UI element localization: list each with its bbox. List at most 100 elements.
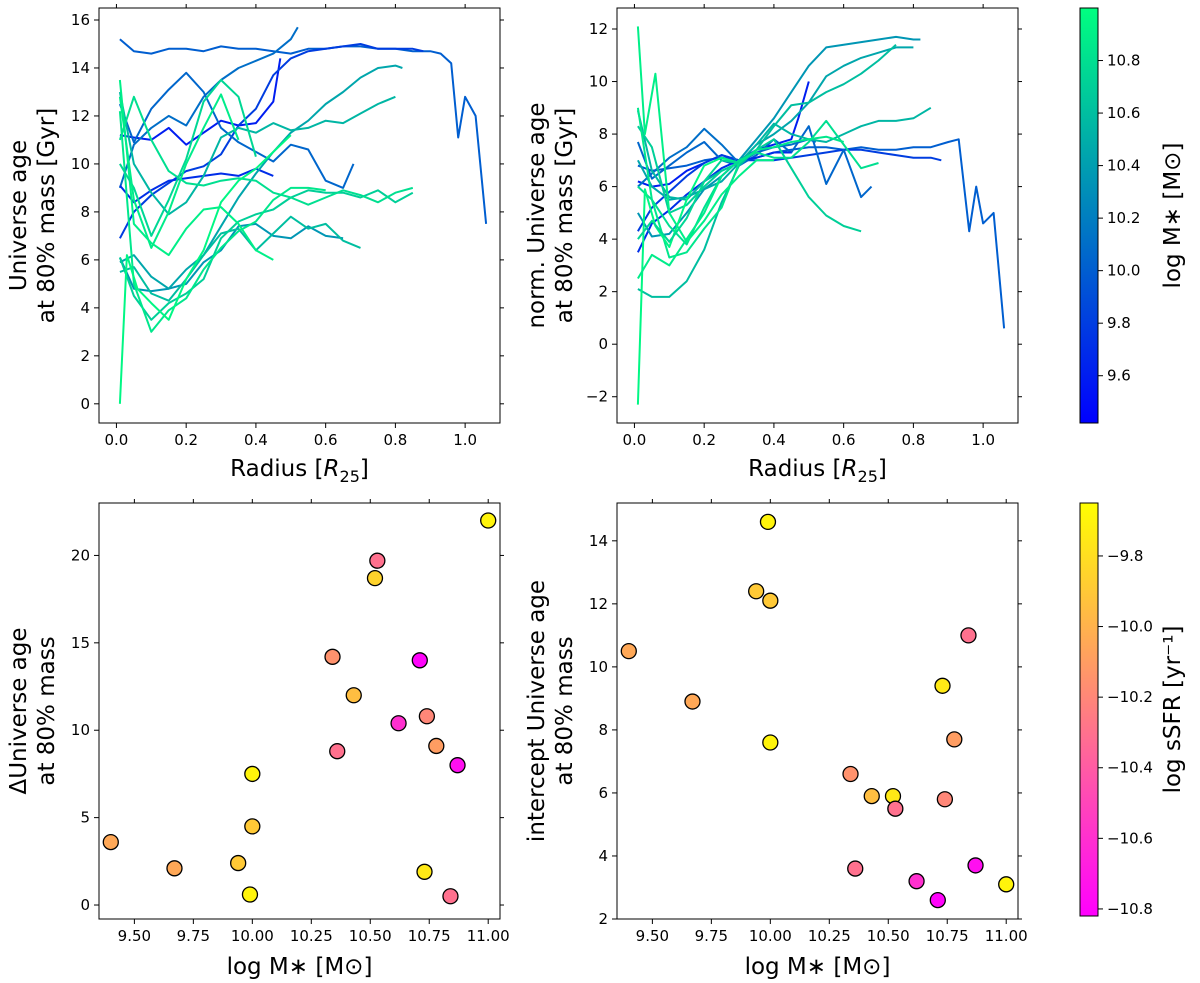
x-axis-label-end: ] [878,456,887,482]
series-line [118,222,344,293]
y-tick-label: 8 [80,203,90,221]
data-point [324,648,341,665]
x-axis-label-symbol: R [842,456,858,482]
colorbar-tick-label: −10.4 [1107,759,1153,777]
y-axis-label-line2: at 80% mass [Gyr] [34,108,60,323]
colorbar-tick-label: 10.0 [1107,262,1140,280]
axes-frame [98,502,501,920]
x-axis-label-main: Radius [ [748,456,841,482]
series-line [118,71,355,189]
panel-bottom-right: 9.50 9.75 10.00 10.25 10.50 10.75 11.00 2 4 6 8 10 1… [524,499,1028,980]
y-tick-label: 4 [598,230,608,248]
y-tick-label: 14 [589,532,608,550]
data-point [620,642,637,660]
y-tick-label: 16 [71,11,90,29]
x-tick-label: 9.75 [177,927,210,945]
colorbar-tick-label: −10.6 [1107,829,1153,847]
y-axis-label: Universe ageat 80% mass [Gyr] [6,108,60,323]
x-tick-label: 1.0 [453,431,477,449]
x-tick-label: 0.2 [692,431,716,449]
data-point [418,708,436,725]
y-axis-label-line1: Universe age [6,140,32,291]
colorbar-tick-label: 10.2 [1107,209,1140,227]
y-tick-label: −2 [586,388,608,406]
series-line [637,127,817,188]
y-tick-label: 2 [598,283,608,301]
data-point [960,627,977,644]
series-line [636,107,844,259]
data-point [102,833,119,851]
data-point [946,731,963,748]
x-axis-label: log M∗ [M⊙] [745,954,891,980]
series-line [636,125,873,199]
data-point [684,693,701,710]
x-tick-label: 0.0 [623,431,647,449]
data-point [442,888,459,905]
y-axis-label-line1: ΔUniverse age [6,627,32,794]
y-tick-label: 4 [80,299,90,317]
data-point [998,876,1015,893]
series-line [637,35,921,238]
series-line [119,215,361,302]
data-point [762,592,779,609]
panel-top-left: 0.0 0.2 0.4 0.6 0.8 1.0 0 2 4 6 8 10 12 14 16 Radius [R… [6,4,504,486]
colorbar-tick-label: 10.6 [1107,104,1140,122]
series-line [636,26,774,243]
colorbar-label: log sSFR [yr⁻¹] [1160,626,1186,794]
data-point [366,570,384,587]
series-line [119,43,424,239]
data-point [230,854,247,872]
y-axis-label: ΔUniverse ageat 80% mass [6,627,60,794]
y-axis-label: intercept Universe ageat 80% mass [524,580,578,842]
data-point [416,863,433,880]
data-point [934,677,951,694]
y-axis-label-line2: at 80% mass [Gyr] [552,108,578,323]
data-point [244,765,261,783]
x-axis-label: log M∗ [M⊙] [227,954,373,980]
series-line [118,93,240,249]
data-point [936,791,954,808]
x-tick-label: 0.4 [244,431,268,449]
data-point [748,583,765,600]
y-tick-label: 6 [598,178,608,196]
series-line [118,95,414,206]
y-axis-label-line2: at 80% mass [552,636,578,785]
x-tick-label: 0.6 [832,431,856,449]
colorbar-gradient [1079,502,1099,917]
y-tick-label: 2 [80,347,90,365]
x-tick-label: 0.6 [314,431,338,449]
y-tick-label: 15 [71,634,90,652]
x-tick-label: 10.00 [231,927,274,945]
x-tick-label: 0.0 [105,431,129,449]
y-tick-label: 5 [80,809,90,827]
data-point [759,513,777,531]
data-point [166,860,183,877]
y-axis-label-line1: norm. Universe age [524,102,550,328]
x-axis-label-main: Radius [ [230,456,323,482]
x-axis-label-subscript: 25 [858,467,878,486]
data-point [847,860,864,877]
y-axis-label-line2: at 80% mass [34,636,60,785]
x-tick-label: 9.50 [118,927,151,945]
series-line [636,106,932,201]
data-point [929,891,946,909]
y-tick-label: 10 [71,721,90,739]
y-tick-label: 0 [598,335,608,353]
series-line [119,64,403,290]
x-tick-label: 0.2 [174,431,198,449]
data-point [329,743,346,760]
y-tick-label: 6 [598,784,608,802]
colorbar-tick-label: 9.6 [1107,367,1131,385]
axes-frame [98,7,501,424]
colorbar-ssfr: −10.8 −10.6 −10.4 −10.2 −10.0 −9.8 log sSFR [y… [1079,502,1186,918]
y-tick-label: 6 [80,251,90,269]
y-tick-label: 2 [598,910,608,928]
x-tick-label: 10.25 [808,927,851,945]
y-tick-label: 10 [589,73,608,91]
y-tick-label: 8 [598,721,608,739]
colorbar-tick-label: −10.0 [1107,618,1153,636]
y-axis-label: norm. Universe ageat 80% mass [Gyr] [524,102,578,328]
data-point [369,552,386,569]
colorbar-label: log M∗ [M⊙] [1160,143,1186,289]
